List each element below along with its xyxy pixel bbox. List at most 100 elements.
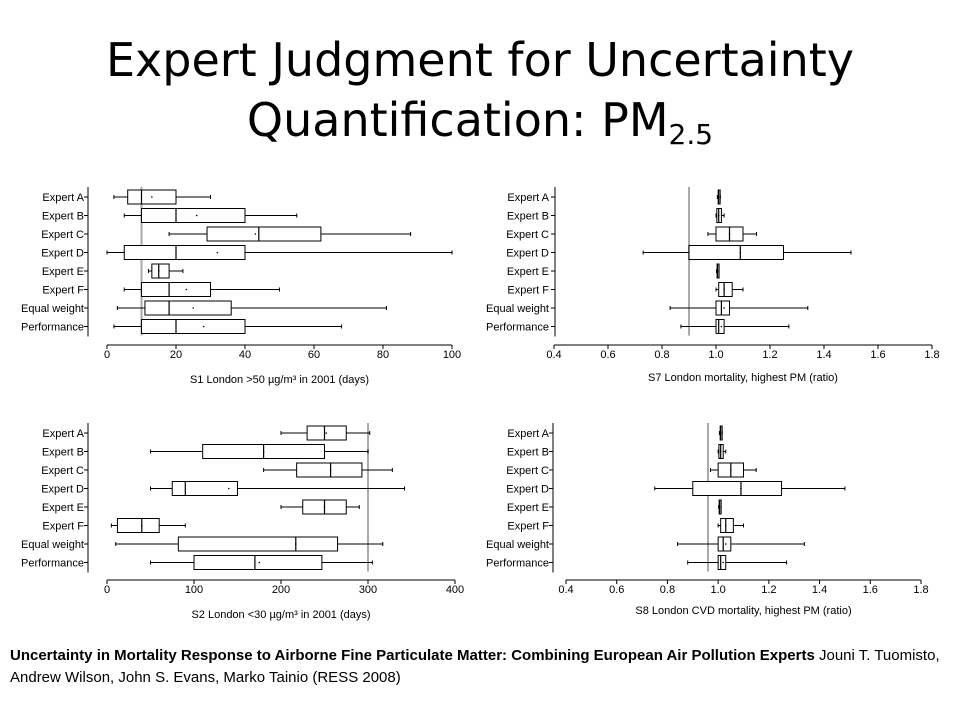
iqr-box [715,300,730,316]
category-label: Expert D [506,248,549,260]
title-line-2-main: Quantification: PM [246,93,669,147]
mean-point [151,196,153,198]
box-plot-expert-b [150,444,369,459]
mean-point [195,214,198,217]
title-subscript: 2.5 [668,118,714,151]
category-label: Expert D [41,248,84,260]
box-plot-expert-a [716,189,721,205]
box-plot-performance [687,555,788,570]
category-label: Equal weight [21,539,84,551]
mean-point [730,469,732,471]
mean-point [719,450,722,453]
box-plot-performance [113,319,343,334]
x-tick-label: 1.0 [708,349,723,361]
iqr-box [718,282,733,297]
x-tick-label: 0.4 [558,584,573,596]
chart-s7-svg: 0.4 0.6 0.8 1.0 1.2 1.4 1.6 1.8 S7 London mortal… [486,187,940,384]
mean-point [141,524,143,527]
chart-s8-svg: 0.4 0.6 0.8 1.0 1.2 1.4 1.6 1.8 S8 London CVD mo… [486,423,929,617]
iqr-box [177,536,339,552]
category-label: Expert E [42,266,84,278]
box-plot-expert-e [147,263,184,279]
x-tick-label: 0.6 [600,349,615,361]
chart-s1-svg: 0 20 40 60 80 100 S1 London >50 µg/m³ in 2001 … [21,187,461,386]
category-label: Expert B [42,447,84,459]
x-axis-label: S1 London >50 µg/m³ in 2001 (days) [190,374,369,386]
category-label: Expert A [42,192,84,204]
iqr-box [688,245,784,260]
x-tick-label: 40 [239,349,251,361]
box-plot-expert-f [715,282,744,297]
box-plot-expert-b [715,208,725,223]
box-plot-expert-d [642,245,852,260]
category-label: Expert C [41,465,84,477]
mean-point [720,325,723,328]
category-label: Expert C [41,229,84,241]
iqr-box [123,245,246,260]
x-tick-label: 400 [446,584,464,596]
category-label: Expert C [506,229,549,241]
mean-point [185,288,188,291]
box-plot-expert-c [263,462,393,478]
iqr-box [141,319,246,334]
chart-s2-panel: 0 100 200 300 400 S2 London <30 µg/m³ in 2001… [0,418,470,630]
mean-point [723,288,725,291]
mean-point [228,487,230,490]
mean-point [157,270,160,272]
box-plot-expert-e [718,499,722,515]
x-tick-label: 1.2 [761,584,776,596]
box-plot-expert-f [717,518,744,533]
box-plot-expert-d [106,245,453,260]
category-label: Equal weight [486,539,549,551]
chart-s2-svg: 0 100 200 300 400 S2 London <30 µg/m³ in 2001… [21,423,464,621]
citation-authors: Jouni T. Tuomisto, Andrew Wilson, John S… [10,647,940,686]
category-label: Expert E [42,502,84,514]
x-axis-label: S8 London CVD mortality, highest PM (rat… [635,605,851,617]
mean-point [216,251,219,254]
x-tick-label: 1.8 [913,584,928,596]
iqr-box [296,462,363,478]
box-plot-expert-a [280,425,371,441]
x-tick-label: 0.8 [654,349,669,361]
category-label: Expert B [507,211,549,223]
category-label: Equal weight [21,303,84,315]
mean-point [262,450,265,453]
category-label: Expert D [506,484,549,496]
category-label: Performance [486,558,549,570]
category-label: Performance [21,322,84,334]
category-label: Expert F [42,285,84,297]
mean-point [723,307,725,309]
x-tick-label: 1.6 [870,349,885,361]
mean-point [329,469,332,471]
mean-point [716,270,719,272]
x-tick-label: 20 [170,349,182,361]
mean-point [719,432,722,434]
iqr-box [171,481,238,496]
category-label: Expert E [507,502,549,514]
x-tick-label: 0.8 [660,584,675,596]
box-plot-equal-weight [116,300,387,316]
x-axis-label: S7 London mortality, highest PM (ratio) [648,372,838,384]
iqr-box [141,208,246,223]
x-tick-label: 1.4 [816,349,831,361]
box-plot-expert-f [110,518,186,533]
iqr-box [692,481,783,496]
category-label: Expert F [507,521,549,533]
category-label: Expert D [41,484,84,496]
x-tick-label: 80 [377,349,389,361]
title-line-2: Quantification: PM2.5 [0,90,960,165]
box-plot-expert-c [168,226,412,242]
x-tick-label: 100 [443,349,461,361]
x-tick-label: 100 [185,584,203,596]
iqr-box [116,518,160,533]
category-label: Expert E [507,266,549,278]
x-tick-label: 0.4 [546,349,561,361]
box-plot-equal-weight [669,300,809,316]
mean-point [192,307,195,309]
mean-point [717,196,720,198]
slide-title: Expert Judgment for Uncertainty Quantifi… [0,30,960,165]
title-line-1: Expert Judgment for Uncertainty [105,33,855,87]
chart-s7-panel: 0.4 0.6 0.8 1.0 1.2 1.4 1.6 1.8 S7 London mortal… [470,183,950,395]
category-label: Expert B [507,447,549,459]
box-plot-expert-c [707,226,757,242]
